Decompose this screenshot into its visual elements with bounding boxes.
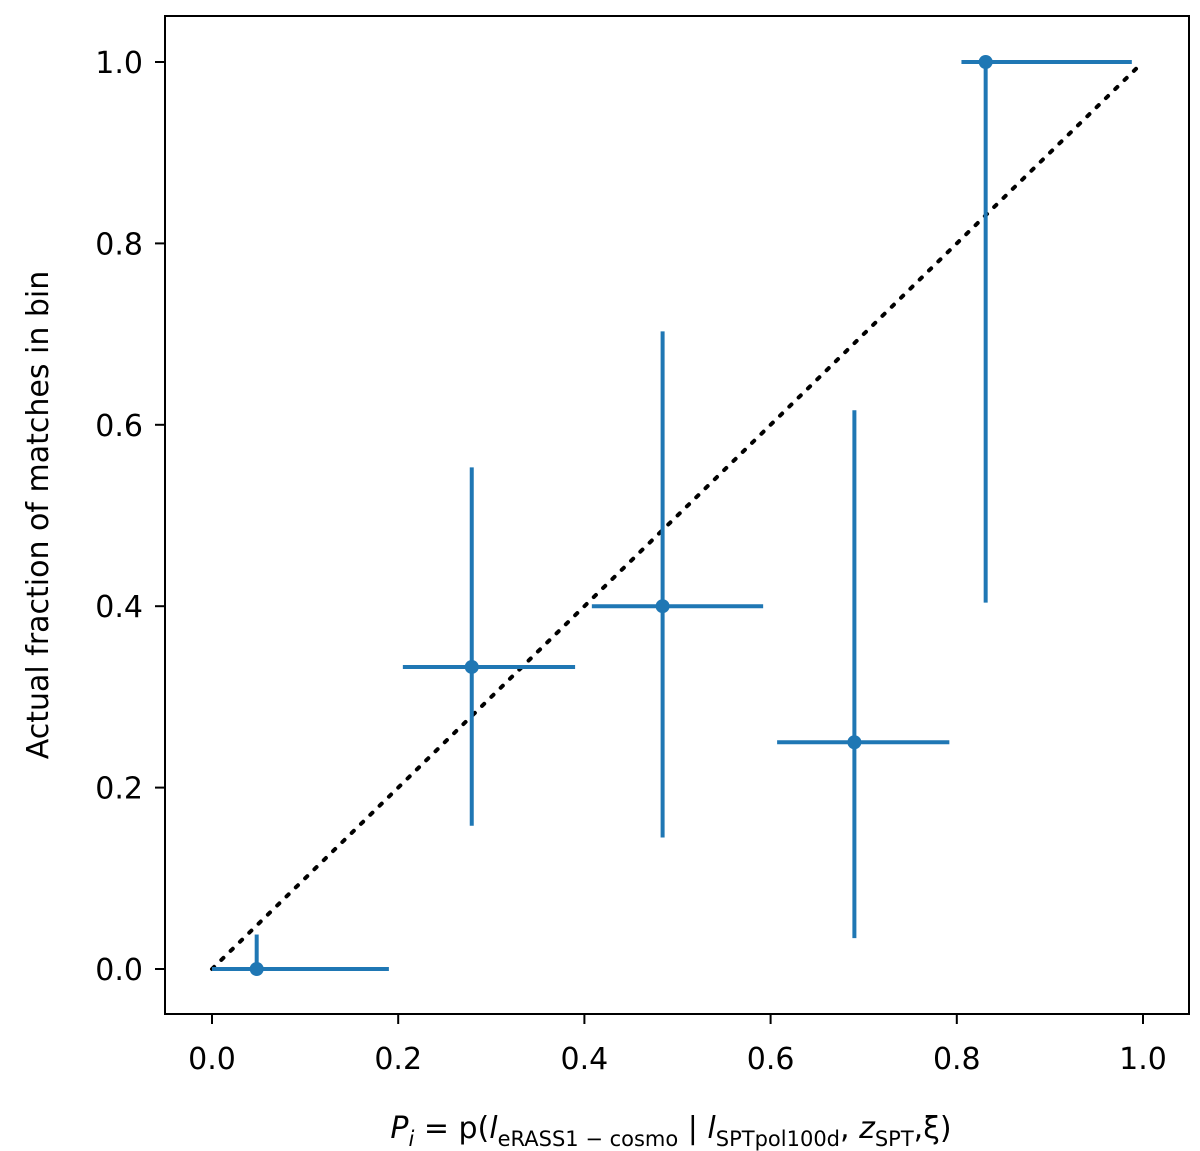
data-point bbox=[978, 55, 993, 69]
data-point bbox=[847, 735, 862, 750]
x-tick-label: 1.0 bbox=[1119, 1042, 1167, 1077]
x-tick-label: 0.2 bbox=[374, 1042, 422, 1077]
x-tick-label: 0.8 bbox=[933, 1042, 981, 1077]
x-axis-ticks: 0.0 0.2 0.4 0.6 0.8 1.0 bbox=[188, 1014, 1167, 1077]
x-tick-label: 0.6 bbox=[747, 1042, 795, 1077]
x-tick-label: 0.4 bbox=[561, 1042, 609, 1077]
y-axis-label: Actual fraction of matches in bin bbox=[21, 271, 56, 760]
errorbar-point-4 bbox=[777, 410, 950, 939]
y-tick-label: 0.8 bbox=[95, 227, 143, 262]
y-tick-label: 0.6 bbox=[95, 409, 143, 444]
x-tick-label: 0.0 bbox=[188, 1042, 236, 1077]
data-point bbox=[655, 599, 670, 614]
y-tick-label: 0.0 bbox=[95, 953, 143, 988]
errorbar-series bbox=[212, 55, 1132, 976]
errorbar-point-1 bbox=[212, 934, 389, 976]
y-tick-label: 1.0 bbox=[95, 46, 143, 81]
errorbar-point-5 bbox=[961, 55, 1132, 603]
errorbar-point-2 bbox=[402, 467, 576, 826]
y-tick-label: 0.2 bbox=[95, 772, 143, 807]
plot-frame bbox=[164, 15, 1190, 1015]
x-axis-label: Pi = p(leRASS1 − cosmo | lSPTpol100d, zS… bbox=[390, 1111, 951, 1151]
data-point bbox=[249, 962, 264, 976]
data-point bbox=[464, 659, 479, 674]
y-axis-ticks: 0.0 0.2 0.4 0.6 0.8 1.0 bbox=[95, 46, 165, 988]
errorbar-point-3 bbox=[591, 331, 764, 838]
identity-line bbox=[210, 60, 1145, 971]
y-tick-label: 0.4 bbox=[95, 590, 143, 625]
